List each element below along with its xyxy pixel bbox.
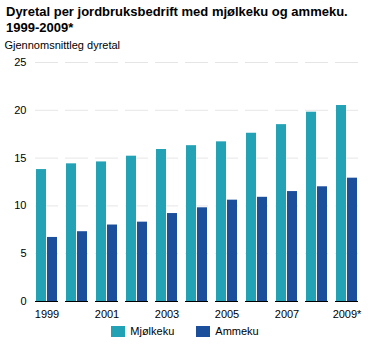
svg-text:5: 5 xyxy=(20,247,26,259)
html-text:Ammeku: Ammeku xyxy=(215,325,259,337)
svg-text:0: 0 xyxy=(20,295,26,307)
svg-text:2005: 2005 xyxy=(215,308,239,320)
svg-text:2001: 2001 xyxy=(95,308,119,320)
svg-text:20: 20 xyxy=(14,104,26,116)
svg-text:2003: 2003 xyxy=(155,308,179,320)
svg-text:2007: 2007 xyxy=(275,308,299,320)
svg-text:25: 25 xyxy=(14,56,26,68)
svg-text:Gjennomsnittleg dyretal: Gjennomsnittleg dyretal xyxy=(5,39,121,51)
svg-text:2009*: 2009* xyxy=(333,308,362,320)
svg-text:1999: 1999 xyxy=(35,308,59,320)
svg-text:10: 10 xyxy=(14,199,26,211)
html-text:Dyretal per jordbruksbedrift m: Dyretal per jordbruksbedrift med mjølkek… xyxy=(6,4,348,35)
svg-text:15: 15 xyxy=(14,152,26,164)
html-text:Mjølkeku: Mjølkeku xyxy=(130,325,175,337)
